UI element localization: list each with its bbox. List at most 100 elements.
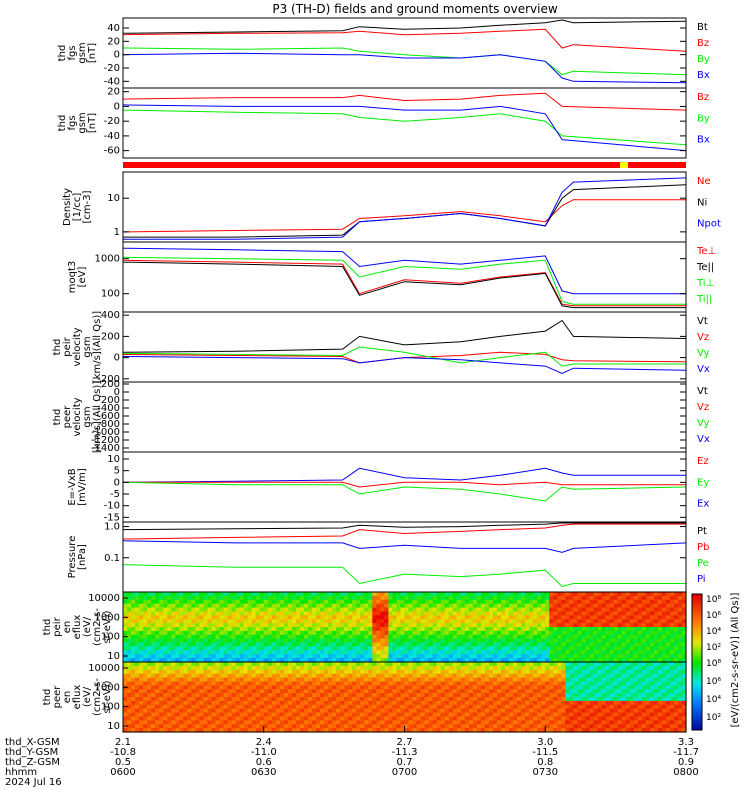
legend-entry: Bx xyxy=(697,70,710,81)
heatmap-cell xyxy=(392,599,398,605)
heatmap-cell xyxy=(448,646,454,651)
heatmap-cell xyxy=(251,700,257,706)
heatmap-cell xyxy=(464,665,470,671)
heatmap-cell xyxy=(127,662,132,667)
heatmap-cell xyxy=(400,630,406,636)
heatmap-cell xyxy=(251,627,257,632)
heatmap-cell xyxy=(372,607,377,613)
heatmap-cell xyxy=(525,728,530,733)
heatmap-cell xyxy=(187,592,192,597)
heatmap-cell xyxy=(155,630,160,636)
heatmap-cell xyxy=(295,665,301,671)
heatmap-cell xyxy=(147,634,152,640)
heatmap-cell xyxy=(312,642,317,648)
heatmap-cell xyxy=(364,627,369,632)
heatmap-cell xyxy=(187,658,192,663)
heatmap-cell xyxy=(175,595,180,601)
heatmap-cell xyxy=(396,677,402,683)
heatmap-cell xyxy=(328,728,333,733)
heatmap-cell xyxy=(513,665,518,671)
heatmap-cell xyxy=(424,607,430,613)
heatmap-cell xyxy=(191,685,196,690)
heatmap-cell xyxy=(501,677,506,683)
heatmap-cell xyxy=(183,716,188,721)
heatmap-cell xyxy=(215,634,221,640)
heatmap-cell xyxy=(231,720,237,725)
heatmap-cell xyxy=(501,662,506,667)
heatmap-cell xyxy=(541,603,546,609)
heatmap-cell xyxy=(460,716,466,721)
heatmap-cell xyxy=(211,700,217,706)
heatmap-cell xyxy=(199,607,205,613)
heatmap-cell xyxy=(661,654,667,659)
heatmap-cell xyxy=(617,654,623,659)
ytick-label: -40 xyxy=(104,76,120,87)
heatmap-cell xyxy=(633,634,639,640)
heatmap-cell xyxy=(303,592,309,597)
heatmap-cell xyxy=(207,697,213,702)
heatmap-cell xyxy=(275,646,281,651)
heatmap-cell xyxy=(275,685,281,690)
heatmap-cell xyxy=(384,728,390,733)
heatmap-cell xyxy=(151,615,156,620)
heatmap-cell xyxy=(259,689,265,694)
heatmap-cell xyxy=(661,642,667,648)
heatmap-cell xyxy=(513,708,518,714)
heatmap-cell xyxy=(589,669,595,675)
heatmap-cell xyxy=(303,662,309,667)
heatmap-cell xyxy=(549,697,554,702)
heatmap-cell xyxy=(549,677,554,683)
heatmap-cell xyxy=(191,681,196,686)
heatmap-cell xyxy=(344,689,349,694)
ytick-label: 10 xyxy=(107,454,120,465)
heatmap-cell xyxy=(368,677,373,683)
heatmap-cell xyxy=(372,642,377,648)
heatmap-cell xyxy=(328,603,333,609)
heatmap-cell xyxy=(529,634,534,640)
heatmap-cell xyxy=(135,607,140,613)
heatmap-cell xyxy=(207,642,213,648)
heatmap-cell xyxy=(492,615,498,620)
heatmap-cell xyxy=(123,681,128,686)
heatmap-cell xyxy=(131,646,136,651)
heatmap-cell xyxy=(155,592,160,597)
heatmap-cell xyxy=(613,662,619,667)
heatmap-cell xyxy=(392,700,398,706)
heatmap-cell xyxy=(247,669,253,675)
heatmap-cell xyxy=(545,689,550,694)
heatmap-cell xyxy=(147,627,152,632)
heatmap-cell xyxy=(657,638,663,644)
heatmap-cell xyxy=(569,662,574,667)
heatmap-cell xyxy=(448,708,454,714)
heatmap-cell xyxy=(669,646,675,651)
heatmap-cell xyxy=(207,665,213,671)
heatmap-cell xyxy=(219,630,225,636)
heatmap-cell xyxy=(336,592,341,597)
heatmap-cell xyxy=(203,665,209,671)
heatmap-cell xyxy=(251,693,257,698)
heatmap-cell xyxy=(476,685,482,690)
heatmap-cell xyxy=(231,704,237,710)
heatmap-cell xyxy=(231,728,237,733)
heatmap-cell xyxy=(585,716,591,721)
heatmap-cell xyxy=(677,634,683,640)
heatmap-cell xyxy=(448,638,454,644)
heatmap-cell xyxy=(187,627,192,632)
heatmap-cell xyxy=(545,728,550,733)
heatmap-cell xyxy=(492,700,498,706)
heatmap-cell xyxy=(416,603,422,609)
heatmap-cell xyxy=(199,669,205,675)
heatmap-cell xyxy=(263,728,269,733)
heatmap-cell xyxy=(621,592,627,597)
heatmap-cell xyxy=(581,619,587,624)
heatmap-cell xyxy=(267,611,273,616)
heatmap-cell xyxy=(283,642,289,648)
heatmap-cell xyxy=(492,592,498,597)
heatmap-cell xyxy=(557,630,562,636)
heatmap-cell xyxy=(468,662,474,667)
heatmap-cell xyxy=(645,603,651,609)
heatmap-cell xyxy=(328,724,333,729)
heatmap-cell xyxy=(412,634,418,640)
heatmap-cell xyxy=(404,665,410,671)
